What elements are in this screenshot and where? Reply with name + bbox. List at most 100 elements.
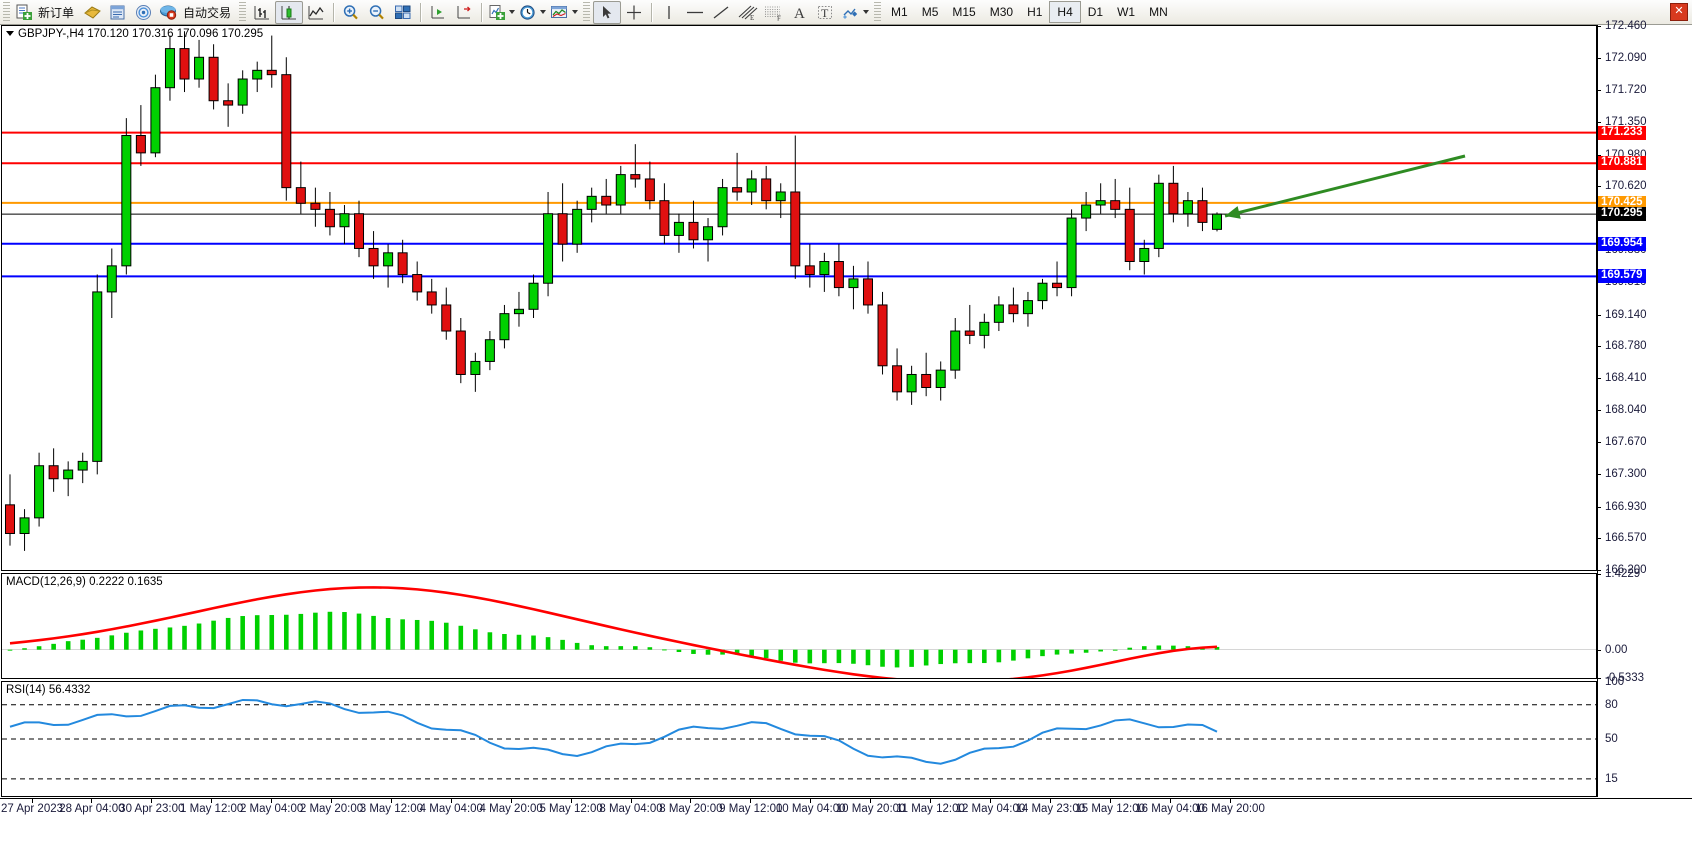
fibonacci-button[interactable]: F [760,2,786,23]
time-axis-tick [211,799,213,803]
time-axis-tick [750,799,752,803]
new-order-button[interactable]: 新订单 [13,2,79,23]
axis-tick-label: 167.670 [1605,436,1647,449]
svg-text:T: T [821,6,829,20]
data-window-button[interactable] [390,2,416,23]
axis-tick [1597,506,1601,508]
time-axis-label: 3 May 12:00 [359,803,424,815]
horizontal-line-icon [687,11,704,13]
time-axis-tick [570,799,572,803]
equidistant-channel-button[interactable]: E [734,2,760,23]
zoom-in-button[interactable] [338,2,364,23]
market-watch-button[interactable] [105,2,131,23]
navigator-button[interactable] [131,2,157,23]
toolbar-right-group: ✕ [1670,3,1692,21]
time-axis-label: 27 Apr 2023 [0,803,64,815]
price-tag-pivot[interactable]: 170.425 [1598,195,1646,210]
axis-tick [1597,185,1601,187]
chart-area[interactable]: GBPJPY-,H4 170.120 170.316 170.096 170.2… [0,20,1692,857]
candlestick-chart-icon [281,5,297,19]
time-axis-tick [1109,799,1111,803]
horizontal-line-button[interactable] [682,2,708,23]
line-chart-button[interactable] [303,2,329,23]
crosshair-button[interactable] [621,2,647,23]
timeframe-d1[interactable]: D1 [1087,5,1104,19]
toolbar-grip-4[interactable] [874,2,882,22]
cursor-button[interactable] [593,0,622,24]
price-tag-last-price[interactable]: 170.295 [1598,207,1646,222]
price-tag-support[interactable]: 169.579 [1598,269,1646,284]
macd-pane[interactable]: MACD(12,26,9) 0.2222 0.1635 [1,573,1597,679]
timeframe-m30[interactable]: M30 [989,5,1014,19]
axis-tick-label: 168.410 [1605,371,1647,384]
time-axis-label: 11 May 12:00 [896,803,965,815]
market-watch-icon [110,5,125,19]
time-axis-tick [930,799,931,803]
timeframe-m15[interactable]: M15 [952,5,976,19]
macd-axis-tick [1597,574,1601,575]
time-axis-label: 4 May 04:00 [419,803,483,815]
axis-tick [1597,90,1601,92]
zoom-out-button[interactable] [364,2,390,23]
new-order-label: 新订单 [38,5,75,20]
autotrading-icon [160,5,177,20]
rsi-axis-label: 80 [1605,698,1618,711]
objects-button[interactable] [838,2,871,23]
templates-dropdown-caret[interactable] [572,10,579,14]
periods-button[interactable] [517,2,548,23]
time-axis-label: 12 May 04:00 [955,803,1026,815]
price-axis[interactable]: 172.460 172.090 171.720 171.350 170.980 170.6… [1597,20,1691,797]
bar-chart-button[interactable] [249,2,275,23]
vertical-line-button[interactable] [656,2,682,23]
time-axis-tick [630,799,632,803]
timeframe-w1[interactable]: W1 [1117,5,1136,19]
trendline-button[interactable] [708,2,734,23]
time-axis-label: 28 Apr 04:00 [59,803,125,815]
candlestick-chart-button[interactable] [275,0,304,24]
periods-dropdown-caret[interactable] [540,10,547,14]
time-axis[interactable]: 27 Apr 2023 28 Apr 04:00 30 Apr 23:00 1 May… [0,798,1692,821]
auto-scroll-button[interactable] [425,2,451,23]
svg-text:E: E [750,14,754,21]
svg-text:F: F [777,14,781,21]
time-axis-tick [1229,799,1231,803]
indicators-button[interactable] [486,2,517,23]
timeframe-h4[interactable]: H4 [1049,1,1081,23]
axis-tick [1597,537,1601,539]
chart-menu-triangle-icon[interactable] [6,31,14,37]
rsi-pane[interactable]: RSI(14) 56.4332 [1,681,1597,797]
navigator-icon [136,4,152,20]
bar-chart-icon [254,5,270,19]
toolbar-grip-3[interactable] [583,2,591,22]
time-axis-tick [1169,799,1171,803]
price-tag-resistance[interactable]: 170.881 [1598,156,1646,171]
expert-advisors-button[interactable] [79,2,105,23]
rsi-axis-label: 15 [1605,772,1618,785]
objects-dropdown-caret[interactable] [863,10,870,14]
timeframe-m1[interactable]: M1 [891,5,908,19]
macd-axis-label: 1.4229 [1605,568,1641,580]
price-pane[interactable]: GBPJPY-,H4 170.120 170.316 170.096 170.2… [1,25,1597,571]
toolbar-grip[interactable] [3,2,10,22]
time-axis-label: 8 May 04:00 [599,803,663,815]
time-axis-label: 10 May 20:00 [835,803,906,815]
price-tag-resistance[interactable]: 171.233 [1598,125,1646,140]
close-button[interactable]: ✕ [1670,3,1688,21]
chart-shift-button[interactable] [451,2,477,23]
timeframe-mn[interactable]: MN [1149,5,1168,19]
timeframe-h1[interactable]: H1 [1027,5,1043,19]
price-tag-support[interactable]: 169.954 [1598,236,1646,251]
fibonacci-icon: F [765,6,781,21]
time-axis-tick [450,799,452,803]
axis-tick [1597,314,1601,316]
templates-button[interactable] [548,2,580,23]
text-button[interactable]: A [786,2,812,23]
text-label-button[interactable]: T [812,2,838,23]
axis-tick-label: 167.300 [1605,468,1647,481]
toolbar-grip-2[interactable] [239,2,247,22]
axis-tick [1597,58,1601,60]
timeframe-m5[interactable]: M5 [921,5,939,19]
indicators-dropdown-caret[interactable] [509,10,516,14]
autotrading-button[interactable]: 自动交易 [157,2,236,23]
text-icon: A [794,6,805,21]
